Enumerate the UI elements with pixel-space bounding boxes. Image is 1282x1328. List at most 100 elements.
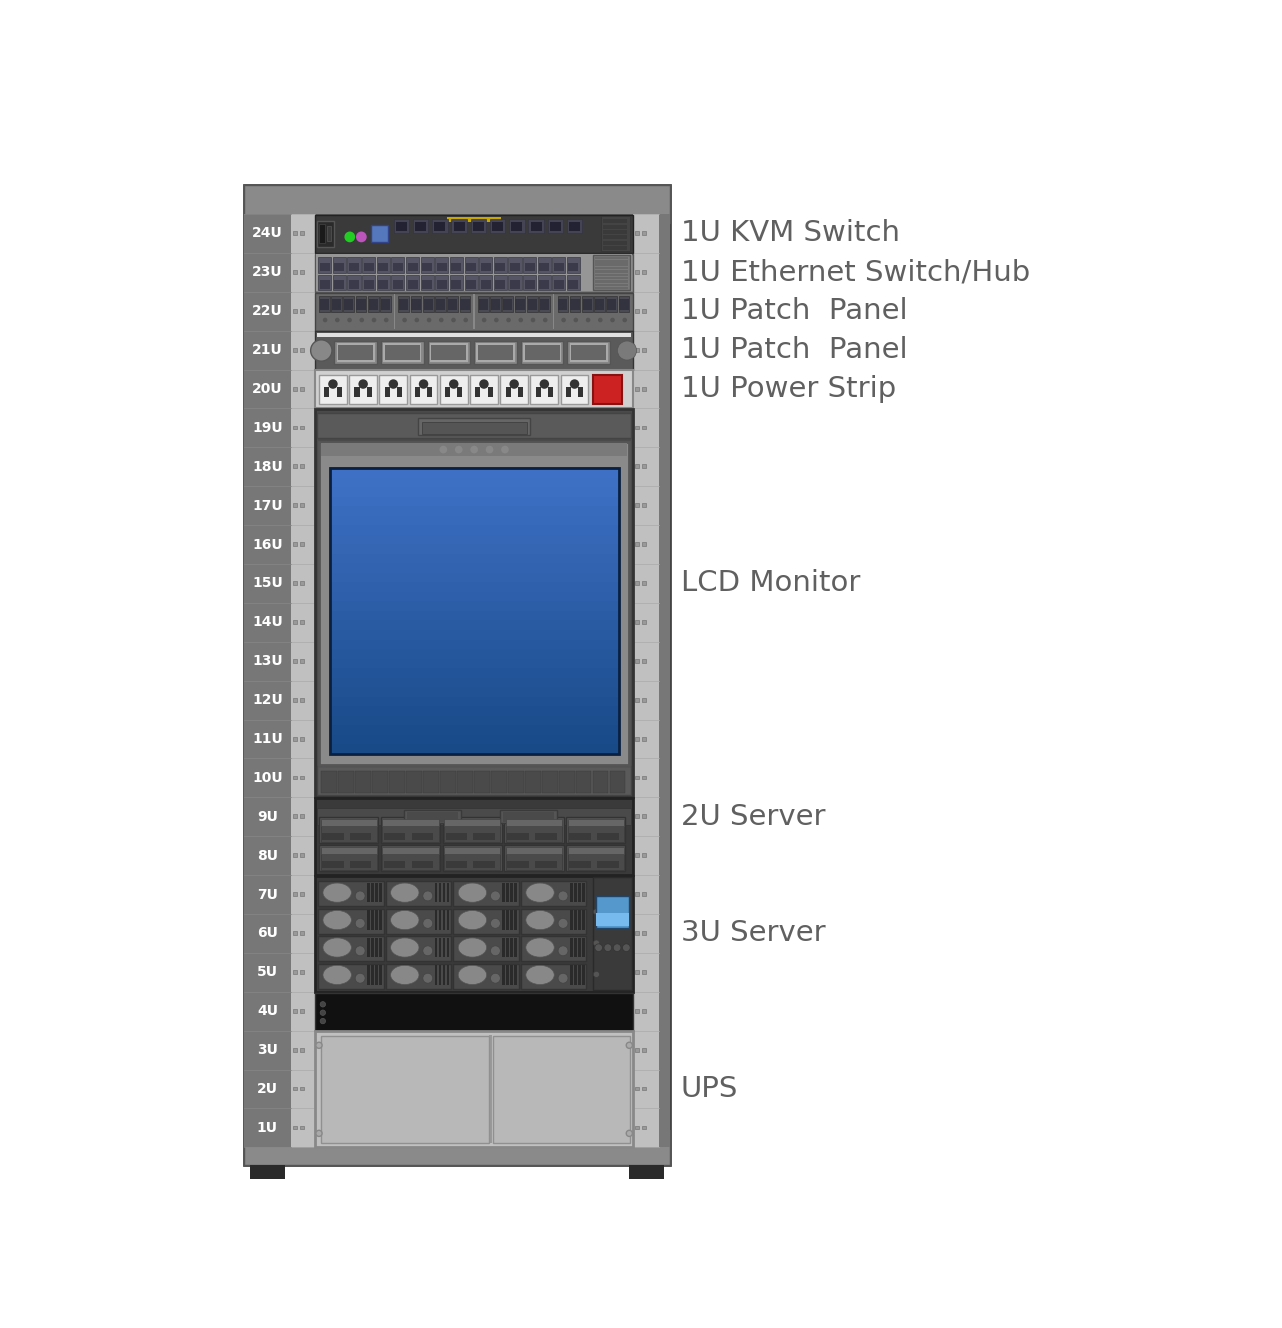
Bar [329,515,618,525]
Bar [595,256,628,259]
Bar [642,1048,646,1052]
Bar [392,280,403,288]
Bar [329,582,618,592]
Bar [520,936,586,961]
Bar [292,1048,296,1052]
Bar [506,850,563,870]
Bar [329,657,618,668]
Bar [337,388,341,397]
Circle shape [506,317,510,323]
Circle shape [623,944,631,952]
Bar [322,770,337,793]
Bar [418,418,529,436]
Circle shape [558,891,568,900]
Bar [569,861,591,869]
Bar [440,770,455,793]
Bar [636,542,640,546]
Bar [451,263,462,271]
Circle shape [440,446,447,453]
Bar [594,878,632,991]
Bar [318,936,383,961]
Bar [523,258,536,272]
Bar [347,275,360,291]
Bar [245,185,670,1165]
Bar [423,296,433,312]
Bar [594,374,622,404]
Bar [447,216,501,222]
Circle shape [531,317,536,323]
Bar [642,542,646,546]
Bar [508,861,529,869]
Circle shape [388,380,399,389]
Bar [520,964,586,988]
Bar [319,263,329,271]
Bar [318,964,383,988]
Bar [478,296,488,312]
Bar [569,833,591,841]
Bar [565,388,570,397]
Bar [394,293,395,329]
Bar [510,938,513,957]
Circle shape [345,231,355,242]
Bar [315,332,633,369]
Text: 9U: 9U [256,810,278,823]
Bar [438,938,441,957]
Bar [636,969,640,973]
Bar [477,344,514,361]
Bar [582,883,585,902]
Bar [567,258,579,272]
Text: 1U Power Strip: 1U Power Strip [681,374,896,402]
Bar [460,296,470,312]
Text: 1U: 1U [256,1121,278,1135]
Text: 21U: 21U [253,343,283,357]
Bar [642,1086,646,1090]
Bar [427,388,432,397]
Bar [292,969,296,973]
Bar [329,467,618,754]
Circle shape [356,231,367,242]
Bar [595,270,628,272]
Bar [642,737,646,741]
Bar [633,214,659,1147]
Bar [642,309,646,313]
Bar [292,697,296,701]
Bar [245,185,670,223]
Bar [574,965,577,984]
Bar [437,263,447,271]
Bar [629,1165,664,1179]
Bar [399,299,409,309]
Bar [435,911,437,930]
Bar [478,345,513,360]
Bar [451,219,467,234]
Bar [550,222,560,231]
Text: LCD Monitor: LCD Monitor [681,570,860,598]
Bar [446,833,467,841]
Text: 1U Ethernet Switch/Hub: 1U Ethernet Switch/Hub [681,259,1031,287]
Bar [367,388,372,397]
Bar [292,1126,296,1129]
Bar [554,263,564,271]
Bar [320,821,377,842]
Bar [446,883,450,902]
Bar [504,299,513,309]
Text: 8U: 8U [256,849,278,863]
Text: 1U Patch  Panel: 1U Patch Panel [681,297,908,325]
Text: 2U Server: 2U Server [681,802,826,831]
Bar [292,776,296,780]
Bar [413,219,428,234]
Bar [473,861,495,869]
Bar [595,299,604,309]
Bar [569,965,573,984]
Bar [329,734,618,745]
Bar [568,341,610,364]
Bar [504,845,564,871]
Bar [594,296,605,312]
Bar [560,374,588,404]
Bar [382,850,438,870]
Bar [409,374,437,404]
Bar [376,965,378,984]
Bar [595,263,628,266]
Circle shape [423,973,433,983]
Bar [508,833,529,841]
Bar [292,620,296,624]
